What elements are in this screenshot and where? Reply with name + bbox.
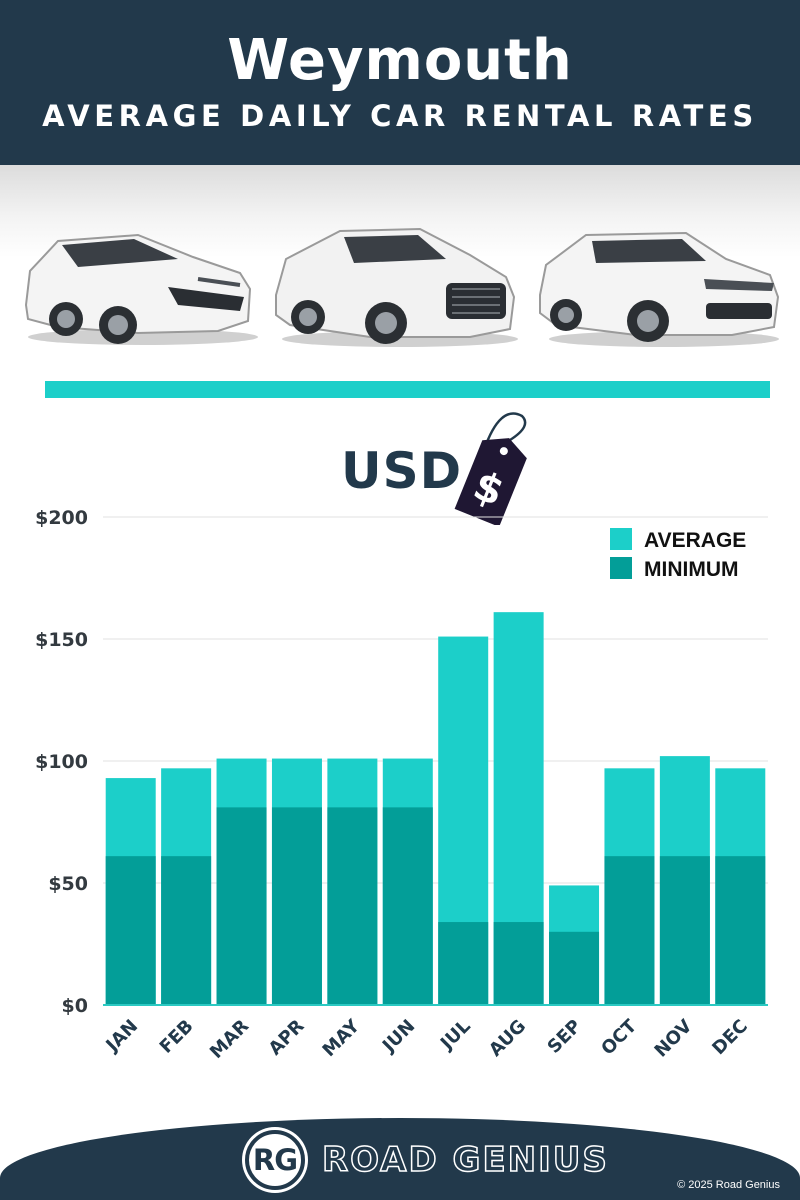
bar-minimum (659, 856, 710, 1005)
x-tick-label: APR (265, 1016, 309, 1060)
y-tick-label: $150 (35, 629, 88, 651)
bar-minimum (493, 922, 544, 1005)
y-tick-label: $0 (62, 995, 88, 1017)
bar-minimum (549, 931, 600, 1005)
bar-minimum (216, 807, 267, 1005)
bar-minimum (327, 807, 378, 1005)
bar-minimum (271, 807, 322, 1005)
y-tick-label: $100 (35, 751, 88, 773)
bar-minimum (382, 807, 433, 1005)
x-tick-label: MAR (206, 1016, 253, 1063)
bar-minimum (715, 856, 766, 1005)
y-tick-label: $200 (35, 507, 88, 529)
x-tick-label: DEC (708, 1016, 751, 1059)
x-tick-label: NOV (651, 1016, 697, 1062)
crossover-car-image (539, 231, 780, 347)
x-tick-label: FEB (156, 1016, 198, 1058)
bar-minimum (604, 856, 655, 1005)
bar-minimum (438, 922, 489, 1005)
chart-legend: AVERAGE MINIMUM (610, 528, 746, 581)
currency-label: USD (341, 442, 463, 500)
hatchback-car-image (24, 233, 258, 345)
car-images-strip (0, 165, 800, 370)
bar-minimum (161, 856, 212, 1005)
brand-name: ROAD GENIUS (321, 1139, 609, 1181)
price-tag-icon: $ (454, 412, 527, 525)
legend-label: AVERAGE (644, 529, 746, 552)
copyright-text: © 2025 Road Genius (677, 1179, 780, 1191)
x-tick-label: JUN (377, 1016, 419, 1058)
x-tick-label: JUL (435, 1016, 474, 1055)
teal-divider-band (45, 381, 770, 398)
page-title: Weymouth (227, 28, 573, 93)
y-tick-label: $50 (48, 873, 88, 895)
x-tick-label: JAN (101, 1016, 143, 1058)
x-tick-label: SEP (544, 1016, 586, 1058)
header-banner: Weymouth AVERAGE DAILY CAR RENTAL RATES (0, 0, 800, 165)
x-tick-label: AUG (485, 1016, 530, 1061)
page-subtitle: AVERAGE DAILY CAR RENTAL RATES (42, 99, 758, 133)
legend-swatch (610, 557, 632, 579)
x-tick-label: MAY (319, 1015, 365, 1061)
legend-swatch (610, 528, 632, 550)
suv-car-image (275, 227, 518, 347)
bar-minimum (105, 856, 156, 1005)
rental-rate-chart: $0 $50 $100 $150 $200 JAN FEB MAR APR MAY JUN JUL AU… (35, 507, 768, 1063)
x-tick-label: OCT (597, 1015, 641, 1059)
road-genius-logo-icon (245, 1130, 305, 1190)
logo-monogram: RG (252, 1143, 298, 1177)
legend-label: MINIMUM (644, 558, 738, 581)
